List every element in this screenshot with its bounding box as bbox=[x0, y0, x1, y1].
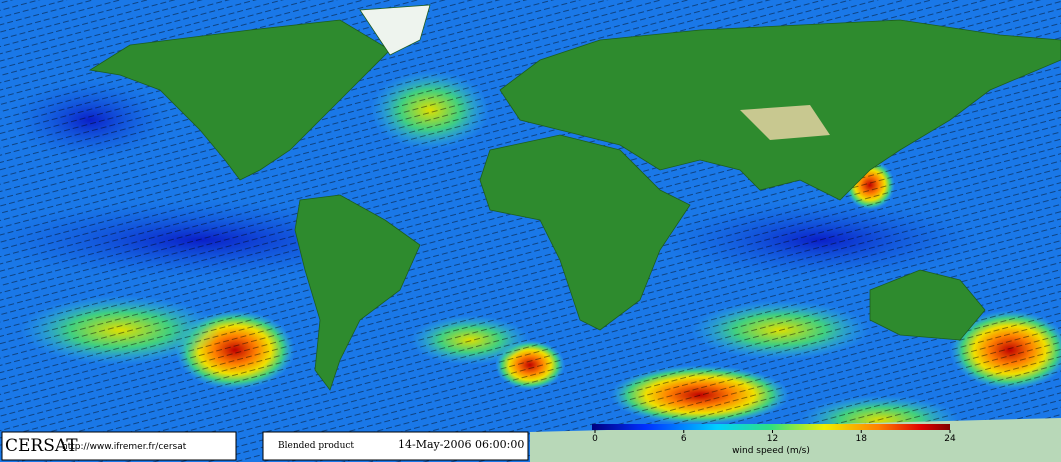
footer: CERSAT http://www.ifremer.fr/cersat Blen… bbox=[1, 424, 950, 461]
info-box bbox=[262, 431, 529, 461]
colorbar-tick-label: 6 bbox=[681, 434, 687, 444]
colorbar-tick-label: 0 bbox=[592, 434, 598, 444]
land bbox=[88, 4, 1061, 462]
url: http://www.ifremer.fr/cersat bbox=[62, 442, 187, 452]
colorbar-tick-label: 18 bbox=[856, 434, 868, 444]
colorbar-tick-label: 12 bbox=[767, 434, 778, 444]
logo-box bbox=[1, 431, 237, 461]
colorbar-tick-label: 24 bbox=[944, 434, 956, 444]
logo: CERSAT bbox=[5, 436, 78, 456]
colorbar-label: wind speed (m/s) bbox=[732, 446, 810, 456]
timestamp: 14-May-2006 06:00:00 bbox=[398, 438, 524, 451]
colorbar bbox=[592, 424, 950, 430]
product: Blended product bbox=[278, 441, 354, 451]
